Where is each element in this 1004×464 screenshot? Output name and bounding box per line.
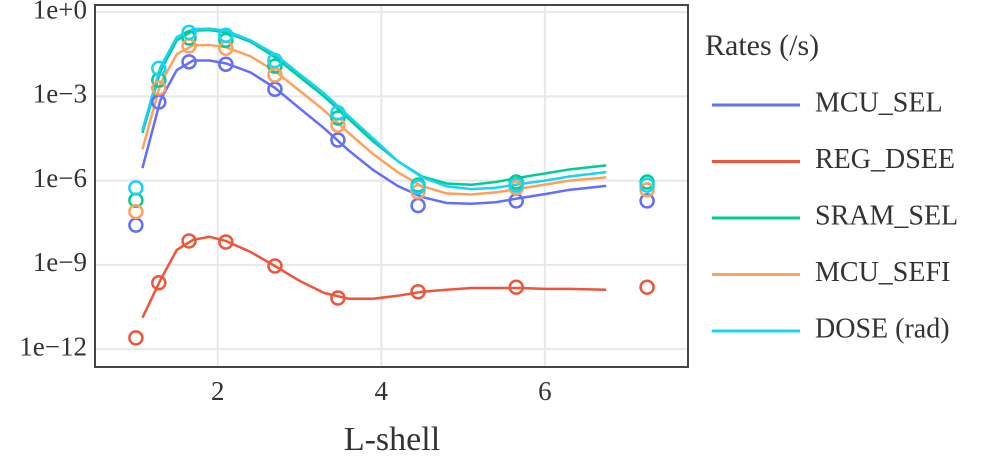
data-point: [218, 234, 234, 250]
data-point: [330, 110, 346, 126]
data-point: [330, 105, 346, 121]
x-tick-label: 4: [375, 376, 389, 406]
y-tick-label: 1e−12: [19, 331, 87, 361]
data-point: [181, 233, 197, 249]
x-tick-label: 2: [211, 376, 225, 406]
data-point: [639, 193, 655, 209]
data-point: [410, 179, 426, 195]
fit-line: [141, 235, 607, 319]
y-tick-label: 1e−3: [33, 79, 87, 109]
data-point: [128, 217, 144, 233]
data-point: [218, 32, 234, 48]
data-point: [410, 197, 426, 214]
data-point: [267, 67, 283, 83]
data-point: [151, 60, 167, 77]
data-point: [410, 184, 426, 200]
y-tick-label: 1e−6: [33, 163, 87, 193]
data-point: [151, 275, 167, 291]
data-point: [128, 330, 144, 346]
legend-label: MCU_SEL: [815, 87, 943, 118]
data-point: [151, 80, 167, 96]
data-point: [639, 279, 655, 295]
data-point: [181, 54, 197, 70]
data-point: [330, 132, 346, 148]
fit-line: [141, 27, 607, 191]
data-point: [181, 30, 197, 46]
data-point: [639, 182, 655, 198]
x-tick-label: 6: [538, 376, 552, 406]
plot-frame: [94, 4, 689, 368]
fit-line: [141, 28, 607, 187]
data-point: [128, 180, 144, 196]
data-point: [508, 177, 524, 193]
data-point: [218, 27, 234, 44]
legend-label: MCU_SEFI: [815, 257, 950, 288]
legend-label: SRAM_SEL: [815, 200, 958, 231]
data-point: [639, 177, 655, 193]
data-point: [508, 193, 524, 209]
data-point: [410, 284, 426, 300]
data-point: [267, 81, 283, 97]
fit-line: [141, 59, 607, 206]
legend-label: DOSE (rad): [815, 313, 950, 344]
data-point: [181, 24, 197, 41]
data-point: [218, 56, 234, 72]
data-point: [267, 258, 283, 274]
data-point: [267, 58, 283, 74]
y-tick-label: 1e+0: [33, 0, 87, 24]
y-tick-label: 1e−9: [33, 247, 87, 277]
legend-title: Rates (/s): [705, 29, 819, 62]
data-point: [508, 279, 524, 295]
data-point: [330, 290, 346, 306]
data-point: [128, 203, 144, 220]
x-axis-title: L-shell: [344, 421, 440, 458]
legend-label: REG_DSEE: [815, 144, 955, 175]
data-point: [267, 52, 283, 69]
